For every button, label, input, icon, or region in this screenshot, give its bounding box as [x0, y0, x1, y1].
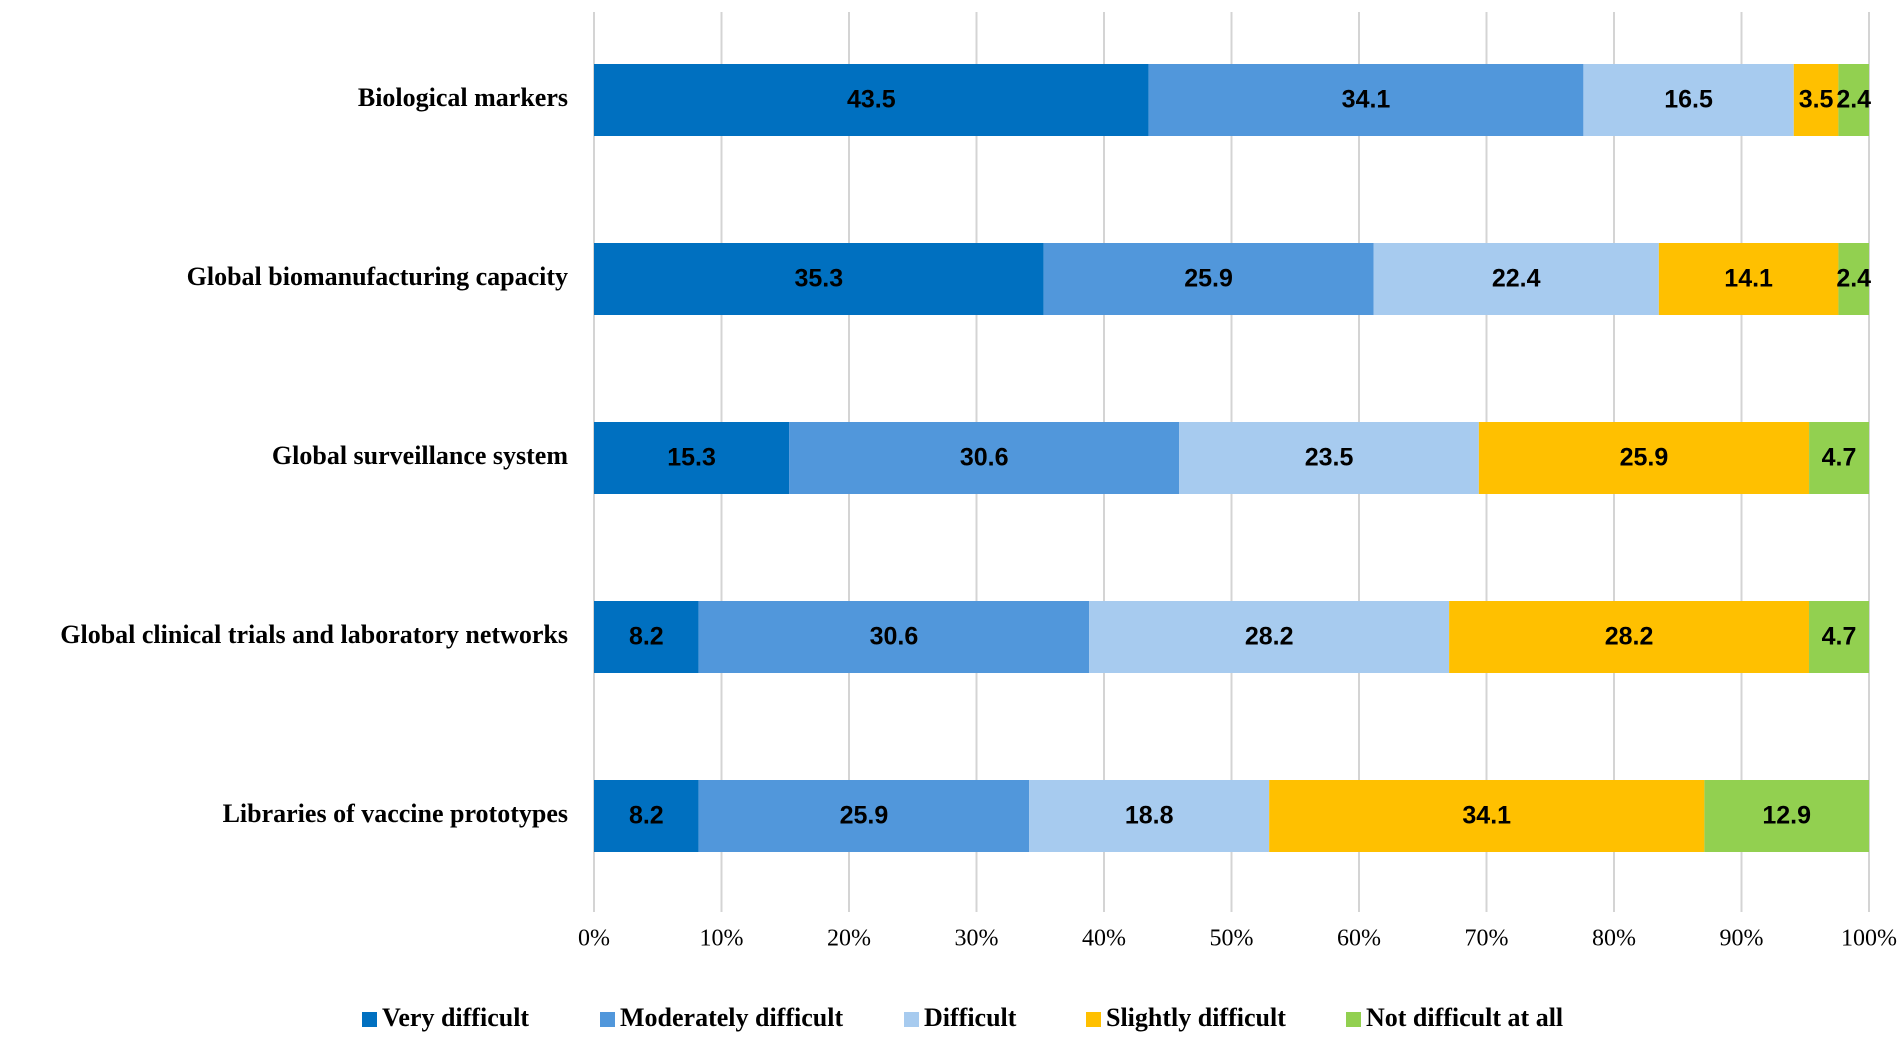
data-label: 16.5	[1664, 86, 1713, 114]
bar-segment	[698, 780, 1030, 852]
x-tick-label: 70%	[1465, 926, 1509, 952]
legend-swatch	[600, 1012, 615, 1027]
data-label: 30.6	[870, 623, 919, 651]
bar-segment	[594, 422, 790, 494]
data-label: 12.9	[1762, 802, 1811, 830]
data-label: 8.2	[629, 802, 664, 830]
data-label: 28.2	[1245, 623, 1294, 651]
x-tick-label: 60%	[1337, 926, 1381, 952]
data-label: 2.4	[1836, 86, 1871, 114]
data-label: 25.9	[1620, 444, 1669, 472]
x-tick-label: 50%	[1210, 926, 1254, 952]
x-tick-label: 20%	[827, 926, 871, 952]
data-label: 4.7	[1822, 623, 1857, 651]
bar-segment	[1043, 243, 1374, 315]
x-tick-label: 100%	[1841, 926, 1897, 952]
category-label: Global clinical trials and laboratory ne…	[60, 620, 568, 649]
data-label: 43.5	[847, 86, 896, 114]
bar-segment	[594, 64, 1149, 136]
bar-segment	[1148, 64, 1584, 136]
x-axis-tick-labels: 0% 10% 20% 30% 40% 50% 60% 70% 80% 90% 100%	[578, 926, 1897, 952]
bar-segment	[698, 601, 1090, 673]
legend-swatch	[362, 1012, 377, 1027]
data-label: 34.1	[1462, 802, 1511, 830]
bar-segment	[1478, 422, 1810, 494]
x-tick-label: 0%	[578, 926, 610, 952]
bar-segment	[1838, 64, 1869, 136]
bar-segment	[1373, 243, 1659, 315]
data-label: 28.2	[1605, 623, 1654, 651]
category-labels: Biological markers Global biomanufacturin…	[60, 83, 568, 828]
bar-segment	[1793, 64, 1839, 136]
bar-segment	[1583, 64, 1794, 136]
data-label: 3.5	[1799, 86, 1834, 114]
category-label: Global surveillance system	[272, 441, 568, 470]
legend-swatch	[1346, 1012, 1361, 1027]
legend-swatch	[904, 1012, 919, 1027]
data-label: 30.6	[960, 444, 1009, 472]
data-label: 15.3	[667, 444, 716, 472]
data-label: 18.8	[1125, 802, 1174, 830]
x-tick-label: 40%	[1082, 926, 1126, 952]
bar-segment	[1809, 422, 1869, 494]
bar-segment	[594, 601, 699, 673]
bar-segment	[1838, 243, 1869, 315]
legend-label: Slightly difficult	[1106, 1003, 1286, 1032]
bar-segment	[1449, 601, 1810, 673]
data-label: 23.5	[1305, 444, 1354, 472]
bar-segment	[789, 422, 1180, 494]
data-label: 35.3	[794, 265, 843, 293]
legend-swatch	[1086, 1012, 1101, 1027]
x-tick-label: 10%	[700, 926, 744, 952]
data-label: 2.4	[1836, 265, 1871, 293]
bar-segment	[1704, 780, 1869, 852]
legend-label: Not difficult at all	[1366, 1003, 1563, 1032]
data-label: 34.1	[1342, 86, 1391, 114]
x-tick-label: 80%	[1592, 926, 1636, 952]
bar-segment	[1658, 243, 1839, 315]
legend-label: Moderately difficult	[620, 1003, 843, 1032]
bar-segment	[594, 243, 1044, 315]
category-label: Biological markers	[358, 83, 568, 112]
data-label: 25.9	[1184, 265, 1233, 293]
category-label: Global biomanufacturing capacity	[187, 262, 568, 291]
legend: Very difficult Moderately difficult Diffic…	[362, 1003, 1563, 1032]
data-label: 4.7	[1822, 444, 1857, 472]
legend-label: Difficult	[924, 1003, 1017, 1032]
bar-segment	[1089, 601, 1450, 673]
bar-segment	[594, 780, 699, 852]
bar-segment	[1029, 780, 1270, 852]
data-label: 14.1	[1724, 265, 1773, 293]
x-tick-label: 30%	[955, 926, 999, 952]
bar-segment	[1269, 780, 1705, 852]
data-label: 22.4	[1492, 265, 1541, 293]
x-tick-label: 90%	[1720, 926, 1764, 952]
category-label: Libraries of vaccine prototypes	[223, 799, 568, 828]
bar-segment	[1179, 422, 1479, 494]
data-label: 25.9	[840, 802, 889, 830]
bar-segment	[1809, 601, 1869, 673]
legend-label: Very difficult	[382, 1003, 529, 1032]
bars: 43.5 34.1 16.5 3.5 2.435.3 25.9 22.4 14.1 2.415.…	[594, 64, 1871, 852]
data-label: 8.2	[629, 623, 664, 651]
